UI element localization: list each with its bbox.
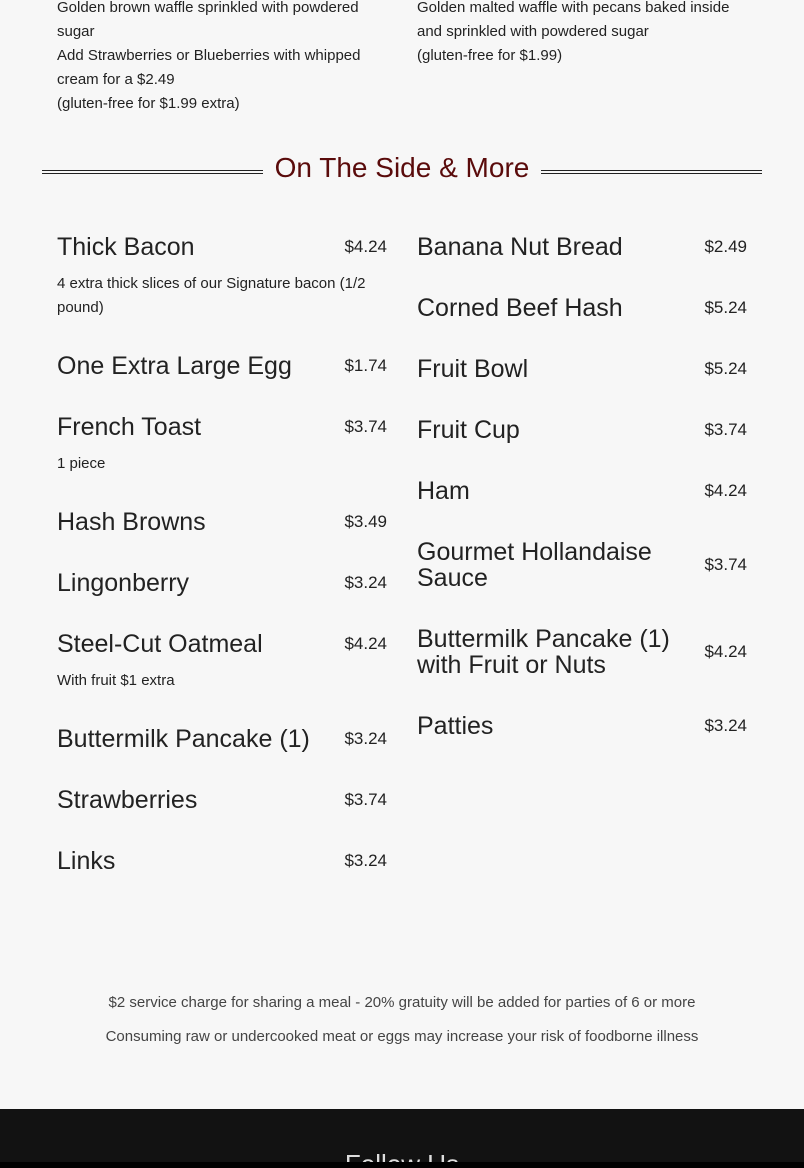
menu-item-price: $4.24 xyxy=(344,237,387,256)
footer-bar xyxy=(0,1162,804,1168)
menu-item: Fruit Cup $3.74 xyxy=(417,417,747,443)
menu-item-price: $3.74 xyxy=(704,420,747,439)
health-warning-note: Consuming raw or undercooked meat or egg… xyxy=(105,1028,699,1045)
menu-item-price: $3.49 xyxy=(344,512,387,531)
menu-notes: $2 service charge for sharing a meal - 2… xyxy=(0,991,804,1059)
menu-item-row: Gourmet Hollandaise Sauce $3.74 xyxy=(417,539,747,591)
menu-item-name: Steel-Cut Oatmeal xyxy=(57,630,263,658)
menu-item-row: Thick Bacon $4.24 xyxy=(57,234,387,260)
menu-item-row: Buttermilk Pancake (1) with Fruit or Nut… xyxy=(417,626,747,678)
menu-item-name: Corned Beef Hash xyxy=(417,294,623,322)
description-line: Golden malted waffle with pecans baked i… xyxy=(417,0,730,40)
menu-item-row: Strawberries $3.74 xyxy=(57,787,387,813)
menu-item-name: Hash Browns xyxy=(57,508,206,536)
menu-item-price: $3.74 xyxy=(704,555,747,574)
menu-item-name: Ham xyxy=(417,477,470,505)
menu-item: Lingonberry $3.24 xyxy=(57,570,387,596)
menu-item-name: Fruit Cup xyxy=(417,416,520,444)
menu-item-row: French Toast $3.74 xyxy=(57,414,387,440)
menu-item: Thick Bacon $4.24 4 extra thick slices of … xyxy=(57,234,387,320)
menu-item: Gourmet Hollandaise Sauce $3.74 xyxy=(417,539,747,591)
menu-item: Hash Browns $3.49 xyxy=(57,509,387,535)
menu-item-row: Buttermilk Pancake (1) $3.24 xyxy=(57,726,387,752)
menu-item: Buttermilk Pancake (1) $3.24 xyxy=(57,726,387,752)
menu-item-name: Links xyxy=(57,847,116,875)
menu-item-row: Hash Browns $3.49 xyxy=(57,509,387,535)
menu-item-row: Fruit Bowl $5.24 xyxy=(417,356,747,382)
section-header: On The Side & More xyxy=(42,150,762,190)
footer: Follow Us xyxy=(0,1109,804,1168)
menu-item-name: Lingonberry xyxy=(57,569,190,597)
menu-item-description: 1 piece xyxy=(57,455,106,472)
menu-item-row: Lingonberry $3.24 xyxy=(57,570,387,596)
menu-item-name: Fruit Bowl xyxy=(417,355,529,383)
menu-item-price: $4.24 xyxy=(704,642,747,661)
menu-item-row: Corned Beef Hash $5.24 xyxy=(417,295,747,321)
menu-item-row: Steel-Cut Oatmeal $4.24 xyxy=(57,631,387,657)
divider-right xyxy=(541,170,762,174)
menu-item-description: With fruit $1 extra xyxy=(57,672,175,689)
menu-item-price: $3.24 xyxy=(344,851,387,870)
menu-item-price: $3.24 xyxy=(344,729,387,748)
menu-column-right: Banana Nut Bread $2.49 Corned Beef Hash $5.… xyxy=(417,234,747,774)
menu-item: Patties $3.24 xyxy=(417,713,747,739)
menu-column-left: Thick Bacon $4.24 4 extra thick slices of … xyxy=(57,234,387,909)
menu-item-price: $4.24 xyxy=(704,481,747,500)
menu-item-name: Patties xyxy=(417,712,494,740)
menu-item-name: Thick Bacon xyxy=(57,233,195,261)
menu-item-name: Buttermilk Pancake (1) xyxy=(57,725,310,753)
menu-item-name: Buttermilk Pancake (1) with Fruit or Nut… xyxy=(417,625,670,679)
menu-item: Banana Nut Bread $2.49 xyxy=(417,234,747,260)
description-line: (gluten-free for $1.99 extra) xyxy=(57,95,240,112)
menu-item-name: Banana Nut Bread xyxy=(417,233,623,261)
menu-item-row: One Extra Large Egg $1.74 xyxy=(57,353,387,379)
menu-item-name: Gourmet Hollandaise Sauce xyxy=(417,538,652,592)
previous-item-description-right: Golden malted waffle with pecans baked i… xyxy=(417,0,747,68)
menu-item-price: $1.74 xyxy=(344,356,387,375)
menu-item-price: $4.24 xyxy=(344,634,387,653)
menu-item-row: Links $3.24 xyxy=(57,848,387,874)
menu-item: Buttermilk Pancake (1) with Fruit or Nut… xyxy=(417,626,747,678)
menu-item: Strawberries $3.74 xyxy=(57,787,387,813)
menu-item-row: Banana Nut Bread $2.49 xyxy=(417,234,747,260)
menu-item-row: Patties $3.24 xyxy=(417,713,747,739)
menu-item-price: $3.24 xyxy=(704,716,747,735)
menu-item: Fruit Bowl $5.24 xyxy=(417,356,747,382)
divider-left xyxy=(42,170,263,174)
menu-item-price: $3.74 xyxy=(344,790,387,809)
description-line: (gluten-free for $1.99) xyxy=(417,47,563,64)
menu-item: Links $3.24 xyxy=(57,848,387,874)
menu-item-price: $5.24 xyxy=(704,359,747,378)
menu-item-row: Fruit Cup $3.74 xyxy=(417,417,747,443)
service-charge-note: $2 service charge for sharing a meal - 2… xyxy=(108,994,696,1011)
section-title: On The Side & More xyxy=(274,152,530,183)
menu-item-price: $3.24 xyxy=(344,573,387,592)
description-line: Add Strawberries or Blueberries with whi… xyxy=(57,47,361,88)
menu-item-row: Ham $4.24 xyxy=(417,478,747,504)
menu-item-name: Strawberries xyxy=(57,786,198,814)
menu-item-name: One Extra Large Egg xyxy=(57,352,292,380)
menu-item: French Toast $3.74 1 piece xyxy=(57,414,387,476)
menu-item: Steel-Cut Oatmeal $4.24 With fruit $1 extr… xyxy=(57,631,387,693)
menu-item: One Extra Large Egg $1.74 xyxy=(57,353,387,379)
menu-item-name: French Toast xyxy=(57,413,202,441)
menu-item-price: $2.49 xyxy=(704,237,747,256)
previous-item-description-left: Golden brown waffle sprinkled with powde… xyxy=(57,0,387,116)
menu-item-price: $3.74 xyxy=(344,417,387,436)
menu-item-price: $5.24 xyxy=(704,298,747,317)
menu-item: Ham $4.24 xyxy=(417,478,747,504)
description-line: Golden brown waffle sprinkled with powde… xyxy=(57,0,359,40)
menu-item-description: 4 extra thick slices of our Signature ba… xyxy=(57,275,366,316)
menu-item: Corned Beef Hash $5.24 xyxy=(417,295,747,321)
